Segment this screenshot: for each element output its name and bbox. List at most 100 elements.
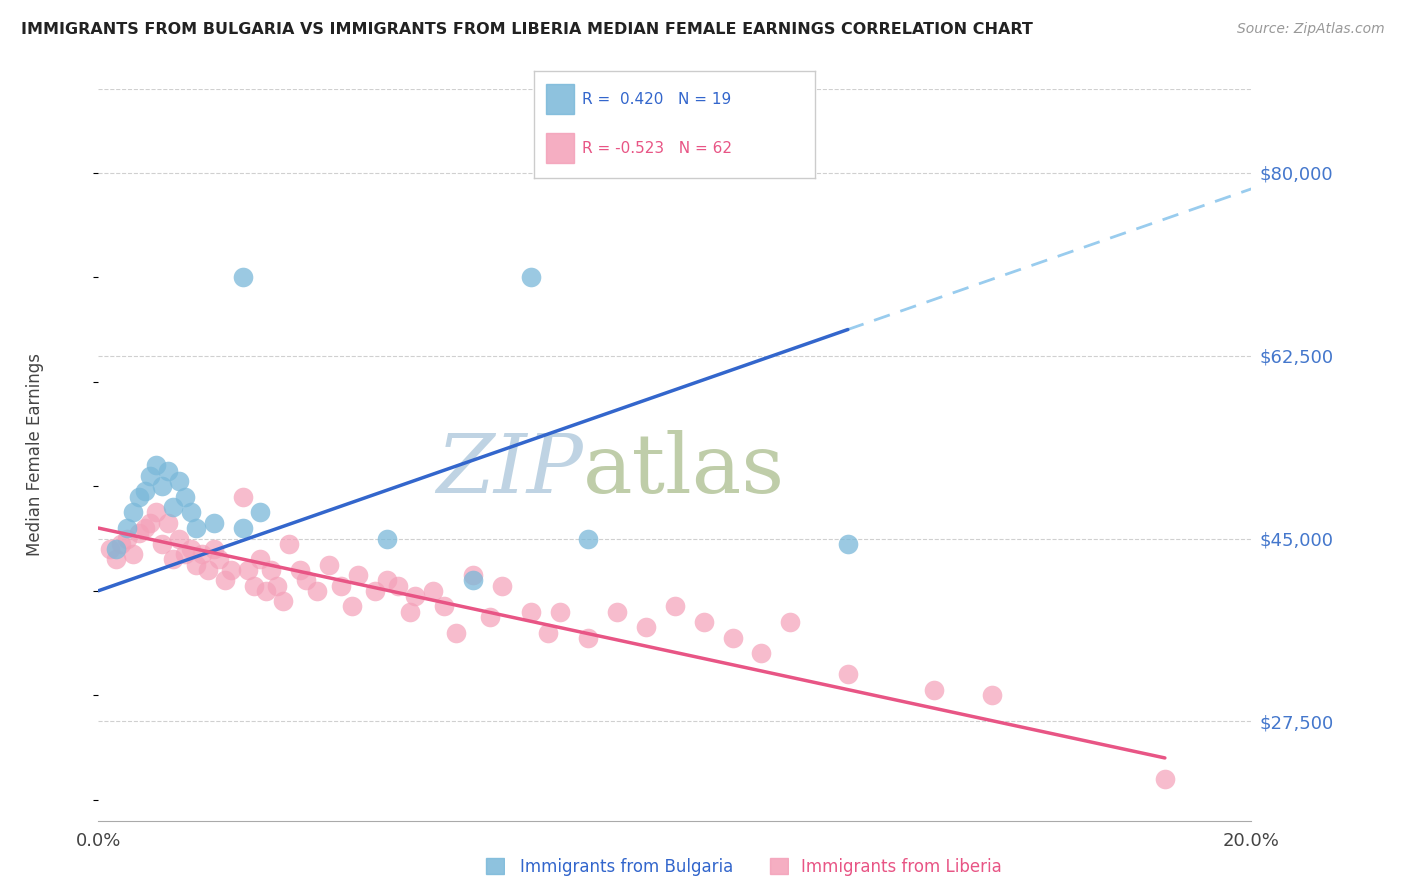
Point — [145, 458, 167, 473]
Text: R =  0.420   N = 19: R = 0.420 N = 19 — [582, 92, 731, 107]
Point — [318, 558, 340, 572]
Point — [219, 563, 242, 577]
Point — [214, 574, 236, 588]
Point — [180, 505, 202, 519]
Point — [444, 625, 467, 640]
Point — [128, 490, 150, 504]
Point — [751, 647, 773, 661]
Point — [340, 599, 363, 614]
Point — [422, 583, 444, 598]
Point — [346, 568, 368, 582]
Point — [110, 537, 132, 551]
Point — [266, 578, 288, 592]
Text: IMMIGRANTS FROM BULGARIA VS IMMIGRANTS FROM LIBERIA MEDIAN FEMALE EARNINGS CORRE: IMMIGRANTS FROM BULGARIA VS IMMIGRANTS F… — [21, 22, 1033, 37]
Point — [1153, 772, 1175, 786]
Point — [290, 563, 312, 577]
Point — [145, 505, 167, 519]
Point — [375, 574, 398, 588]
Point — [231, 490, 254, 504]
Bar — [486, 858, 503, 874]
Point — [134, 521, 156, 535]
Point — [693, 615, 716, 629]
Point — [307, 583, 329, 598]
Point — [479, 610, 502, 624]
Bar — [770, 858, 787, 874]
Point — [208, 552, 231, 566]
Point — [243, 578, 266, 592]
Point — [231, 521, 254, 535]
Point — [922, 683, 945, 698]
Point — [202, 516, 225, 530]
Text: Source: ZipAtlas.com: Source: ZipAtlas.com — [1237, 22, 1385, 37]
Point — [537, 625, 560, 640]
Point — [779, 615, 801, 629]
Point — [721, 631, 744, 645]
Text: Immigrants from Liberia: Immigrants from Liberia — [801, 858, 1002, 876]
Point — [329, 578, 352, 592]
Point — [156, 516, 179, 530]
Point — [375, 532, 398, 546]
Point — [180, 541, 202, 556]
Point — [139, 516, 162, 530]
Point — [271, 594, 294, 608]
Bar — [546, 84, 574, 114]
Point — [548, 605, 571, 619]
Point — [186, 521, 208, 535]
Point — [387, 578, 409, 592]
Point — [249, 552, 271, 566]
Point — [104, 541, 127, 556]
Point — [202, 541, 225, 556]
Point — [174, 547, 197, 561]
Point — [491, 578, 513, 592]
Point — [117, 521, 139, 535]
Text: Median Female Earnings: Median Female Earnings — [25, 353, 44, 557]
Text: Immigrants from Bulgaria: Immigrants from Bulgaria — [520, 858, 734, 876]
Text: atlas: atlas — [582, 430, 785, 509]
Point — [606, 605, 628, 619]
Point — [150, 479, 173, 493]
Point — [461, 568, 484, 582]
Point — [277, 537, 299, 551]
Point — [260, 563, 283, 577]
Point — [405, 589, 427, 603]
Bar — [546, 134, 574, 163]
Point — [150, 537, 173, 551]
Point — [128, 526, 150, 541]
Point — [981, 688, 1004, 702]
Point — [117, 532, 139, 546]
Point — [398, 605, 420, 619]
Point — [578, 532, 600, 546]
Point — [433, 599, 456, 614]
Point — [167, 474, 190, 488]
Point — [837, 667, 859, 681]
Point — [295, 574, 318, 588]
Point — [186, 558, 208, 572]
Point — [174, 490, 197, 504]
Point — [197, 563, 219, 577]
Point — [122, 505, 145, 519]
Point — [104, 552, 127, 566]
Point — [167, 532, 190, 546]
Point — [139, 468, 162, 483]
Point — [156, 464, 179, 478]
Point — [837, 537, 859, 551]
Point — [664, 599, 686, 614]
Text: ZIP: ZIP — [436, 430, 582, 509]
Point — [254, 583, 277, 598]
Point — [578, 631, 600, 645]
Point — [461, 574, 484, 588]
Point — [636, 620, 658, 634]
Point — [162, 500, 184, 515]
Point — [231, 270, 254, 285]
Point — [191, 547, 214, 561]
Point — [520, 270, 543, 285]
Point — [364, 583, 387, 598]
Point — [134, 484, 156, 499]
Point — [238, 563, 260, 577]
Point — [520, 605, 543, 619]
Point — [162, 552, 184, 566]
Point — [98, 541, 121, 556]
Point — [122, 547, 145, 561]
Point — [249, 505, 271, 519]
Text: R = -0.523   N = 62: R = -0.523 N = 62 — [582, 141, 733, 156]
